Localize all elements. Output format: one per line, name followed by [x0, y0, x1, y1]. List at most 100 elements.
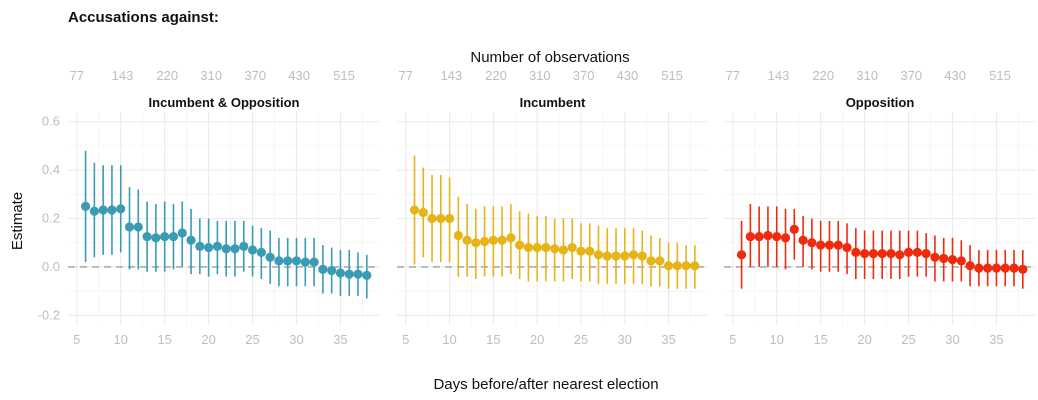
- estimate-point: [912, 247, 922, 257]
- x-tick-label: 20: [857, 332, 871, 347]
- y-tick-label: 0.2: [42, 211, 60, 226]
- estimate-point: [195, 241, 205, 251]
- estimate-point: [151, 233, 161, 243]
- x-tick-label: 25: [901, 332, 915, 347]
- top-tick-label: 143: [112, 68, 134, 83]
- x-tick-label: 30: [945, 332, 959, 347]
- estimate-point: [444, 213, 455, 224]
- estimate-point: [221, 244, 231, 254]
- x-tick-label: 20: [530, 332, 544, 347]
- top-tick-label: 430: [288, 68, 310, 83]
- estimate-point: [754, 232, 764, 242]
- estimate-point: [939, 253, 949, 264]
- estimate-point: [212, 241, 223, 251]
- estimate-point: [921, 248, 931, 259]
- estimate-point: [672, 261, 682, 271]
- estimate-point: [991, 263, 1002, 273]
- estimate-point: [789, 224, 799, 234]
- estimate-point: [256, 247, 266, 257]
- y-tick-label: 0.0: [42, 259, 60, 274]
- estimate-point: [816, 240, 826, 250]
- estimate-point: [1018, 264, 1028, 274]
- facet-title: Incumbent & Opposition: [149, 95, 300, 110]
- secondary-axis-title: Number of observations: [470, 49, 629, 66]
- estimate-point: [807, 238, 817, 248]
- top-tick-label: 515: [333, 68, 355, 83]
- x-tick-label: 25: [245, 332, 259, 347]
- estimate-point: [655, 256, 665, 266]
- top-tick-label: 310: [529, 68, 551, 83]
- estimate-point: [974, 263, 984, 273]
- estimate-point: [550, 244, 560, 254]
- estimate-point: [745, 232, 755, 242]
- estimate-point: [1000, 263, 1010, 273]
- x-tick-label: 35: [661, 332, 675, 347]
- y-tick-label: 0.6: [42, 114, 60, 129]
- estimate-point: [576, 246, 586, 256]
- estimate-point: [690, 261, 700, 271]
- top-tick-label: 77: [726, 68, 740, 83]
- top-tick-label: 370: [900, 68, 922, 83]
- estimate-point: [833, 240, 843, 250]
- top-tick-label: 220: [812, 68, 834, 83]
- x-tick-label: 35: [333, 332, 347, 347]
- estimate-point: [230, 244, 240, 254]
- estimate-point: [89, 206, 99, 216]
- estimate-point: [418, 207, 428, 218]
- estimate-point: [204, 242, 214, 253]
- estimate-point: [239, 241, 249, 251]
- estimate-point: [327, 265, 337, 276]
- estimate-point: [860, 248, 870, 259]
- estimate-point: [637, 251, 647, 261]
- estimate-point: [98, 205, 108, 215]
- x-tick-label: 25: [574, 332, 588, 347]
- y-axis-title: Estimate: [9, 192, 26, 250]
- estimate-point: [462, 235, 472, 245]
- estimate-point: [541, 242, 551, 253]
- estimate-point: [895, 250, 905, 260]
- top-tick-label: 310: [856, 68, 878, 83]
- top-tick-label: 77: [399, 68, 413, 83]
- top-tick-label: 310: [200, 68, 222, 83]
- top-tick-label: 515: [661, 68, 683, 83]
- estimate-point: [772, 232, 782, 242]
- estimate-point: [620, 251, 630, 261]
- x-tick-label: 35: [989, 332, 1003, 347]
- x-tick-label: 15: [157, 332, 171, 347]
- estimate-point: [344, 269, 354, 279]
- x-tick-label: 10: [113, 332, 127, 347]
- estimate-point: [247, 245, 258, 255]
- estimate-point: [283, 256, 293, 266]
- estimate-point: [886, 248, 896, 259]
- estimate-point: [124, 222, 135, 232]
- estimate-point: [80, 201, 91, 211]
- estimate-point: [133, 222, 143, 232]
- panels-layer: -0.2 0.0 0.2 0.4 0.6 Incumbent & Opposition 77…: [38, 68, 1036, 347]
- top-tick-label: 370: [244, 68, 266, 83]
- x-tick-label: 10: [769, 332, 783, 347]
- estimate-point: [265, 252, 275, 262]
- estimate-point: [436, 213, 446, 224]
- estimate-point: [515, 240, 525, 250]
- chart-heading: Accusations against:: [68, 9, 219, 26]
- x-tick-label: 15: [813, 332, 827, 347]
- x-tick-label: 30: [289, 332, 303, 347]
- estimate-point: [309, 257, 319, 267]
- top-tick-label: 370: [573, 68, 595, 83]
- x-tick-label: 20: [201, 332, 215, 347]
- x-tick-label: 5: [729, 332, 736, 347]
- estimate-point: [593, 250, 604, 260]
- estimate-point: [558, 245, 569, 255]
- y-tick-label: -0.2: [38, 307, 60, 322]
- facet-title: Opposition: [846, 95, 915, 110]
- estimate-point: [842, 242, 852, 253]
- estimate-point: [335, 268, 346, 278]
- estimate-point: [506, 233, 516, 243]
- estimate-point: [567, 242, 577, 253]
- facet-title: Incumbent: [520, 95, 586, 110]
- estimate-point: [480, 236, 490, 247]
- top-tick-label: 77: [70, 68, 84, 83]
- estimate-point: [602, 251, 612, 261]
